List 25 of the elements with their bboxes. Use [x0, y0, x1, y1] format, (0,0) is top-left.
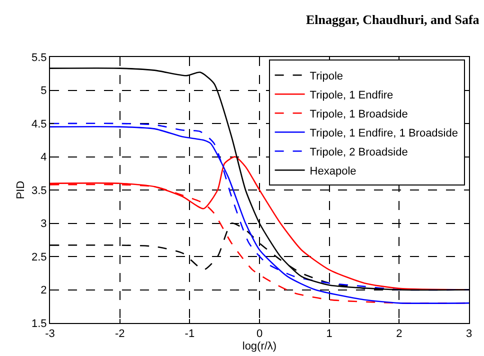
y-tick-label: 2.5 [32, 251, 47, 264]
y-tick-label: 3.5 [32, 184, 47, 197]
legend-label: Tripole, 1 Broadside [310, 108, 408, 120]
y-axis-title: PID [15, 180, 28, 200]
y-tick-label: 5.5 [32, 52, 47, 64]
y-tick-label: 4.5 [32, 118, 47, 130]
x-tick-label: 2 [396, 328, 402, 340]
x-tick-label: -3 [45, 328, 55, 340]
y-tick-label: 5 [40, 85, 47, 98]
y-tick-label: 2 [40, 284, 47, 297]
x-tick-label: -1 [184, 328, 195, 340]
y-tick-label: 4 [40, 152, 47, 164]
x-tick-label: 0 [256, 328, 263, 340]
legend-label: Tripole, 1 Endfire, 1 Broadside [310, 127, 458, 140]
x-tick-label: 1 [326, 328, 332, 340]
x-tick-label: 3 [466, 328, 472, 340]
legend-label: Tripole [310, 70, 344, 82]
x-axis-title: log(r/λ) [242, 340, 277, 352]
y-tick-label: 3 [40, 218, 47, 230]
legend-label: Tripole, 1 Endfire [310, 89, 394, 102]
text: Elnaggar, Chaudhuri, and Safa [306, 12, 480, 27]
x-tick-label: -2 [114, 328, 125, 340]
y-tick-label: 1.5 [32, 318, 47, 330]
legend-label: Tripole, 2 Broadside [310, 146, 408, 158]
legend-label: Hexapole [310, 165, 356, 178]
